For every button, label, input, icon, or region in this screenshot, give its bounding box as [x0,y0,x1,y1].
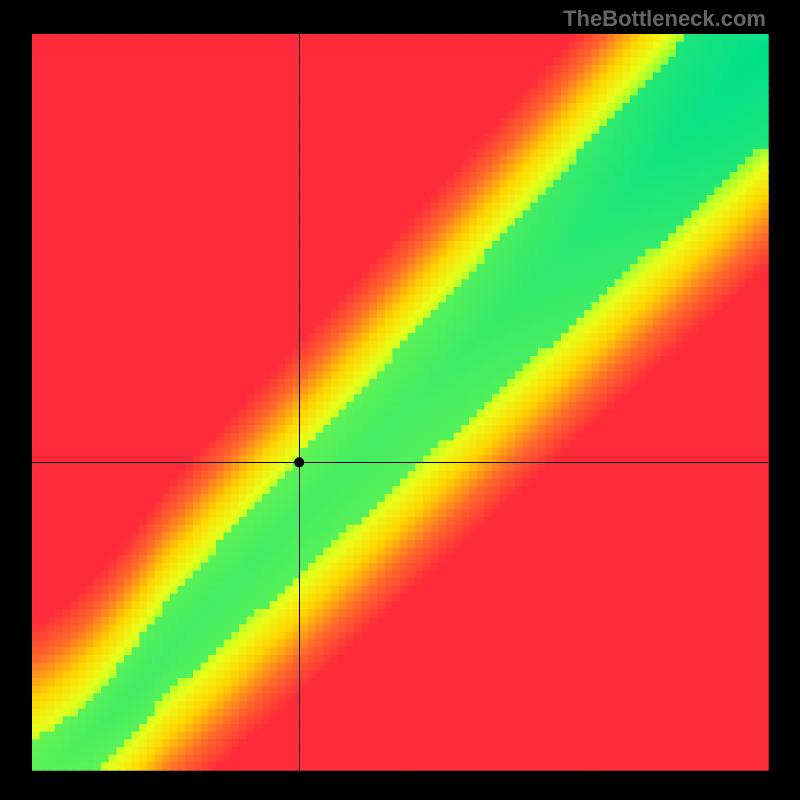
heatmap-canvas [0,0,800,800]
watermark-text: TheBottleneck.com [563,6,766,32]
chart-stage: TheBottleneck.com [0,0,800,800]
